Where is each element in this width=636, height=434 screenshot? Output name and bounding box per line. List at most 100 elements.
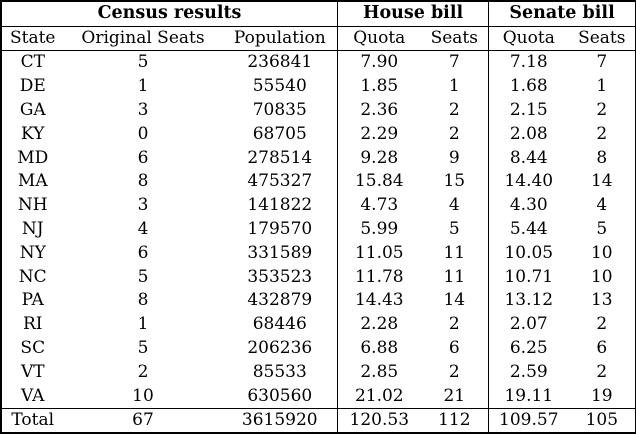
table-row: MD 6 278514 9.28 9 8.44 8 bbox=[1, 146, 636, 170]
senate-seats-cell: 13 bbox=[568, 288, 636, 313]
house-quota-cell: 21.02 bbox=[354, 385, 404, 406]
house-quota-cell: 1.85 bbox=[360, 76, 399, 97]
house-seats-cell: 7 bbox=[420, 50, 490, 75]
total-senate-quota: 109.57 bbox=[488, 407, 569, 433]
senate-seats-cell: 2 bbox=[568, 98, 636, 123]
house-quota-cell: 14.43 bbox=[354, 290, 404, 311]
table-row: VA 10 630560 21.02 21 19.11 19 bbox=[1, 384, 636, 409]
original-seats-cell: 8 bbox=[137, 171, 149, 192]
original-seats-column-header: Original Seats bbox=[63, 26, 223, 51]
house-quota-cell: 2.28 bbox=[360, 314, 399, 335]
senate-seats-cell: 1 bbox=[568, 74, 636, 99]
house-seats-cell: 2 bbox=[420, 122, 490, 147]
state-cell: MA bbox=[1, 169, 64, 194]
house-seats-cell: 4 bbox=[420, 193, 490, 218]
table-header: Census results House bill Senate bill St… bbox=[0, 1, 636, 51]
state-cell: DE bbox=[1, 74, 64, 99]
population-cell: 68705 bbox=[222, 122, 339, 147]
house-quota-cell: 11.05 bbox=[354, 242, 404, 263]
population-column-header: Population bbox=[222, 26, 339, 51]
table-row: NJ 4 179570 5.99 5 5.44 5 bbox=[1, 217, 636, 242]
house-quota-cell: 15.84 bbox=[354, 171, 404, 192]
state-cell: NC bbox=[1, 265, 64, 289]
house-quota-cell: 11.78 bbox=[354, 266, 404, 287]
senate-seats-column-header: Seats bbox=[568, 26, 636, 51]
original-seats-cell: 2 bbox=[137, 361, 149, 382]
house-quota-cell: 7.90 bbox=[360, 52, 399, 73]
senate-quota-cell: 5.44 bbox=[509, 218, 548, 239]
total-house-seats: 112 bbox=[420, 407, 490, 433]
population-cell: 68446 bbox=[222, 312, 339, 337]
senate-quota-cell: 6.25 bbox=[509, 337, 548, 358]
population-cell: 353523 bbox=[222, 265, 339, 289]
population-cell: 331589 bbox=[222, 241, 339, 266]
table-footer: Total 67 3615920 120.53 112 109.57 105 bbox=[1, 407, 636, 433]
senate-quota-cell: 2.59 bbox=[509, 361, 548, 382]
state-cell: NY bbox=[1, 241, 64, 266]
population-cell: 141822 bbox=[222, 193, 339, 218]
house-seats-cell: 2 bbox=[420, 360, 490, 385]
house-seats-cell: 11 bbox=[420, 265, 490, 289]
table-row: GA 3 70835 2.36 2 2.15 2 bbox=[1, 98, 636, 123]
senate-quota-cell: 2.08 bbox=[509, 123, 548, 144]
senate-quota-cell: 7.18 bbox=[509, 52, 548, 73]
house-seats-cell: 1 bbox=[420, 74, 490, 99]
state-cell: MD bbox=[1, 146, 64, 170]
table-row: KY 0 68705 2.29 2 2.08 2 bbox=[1, 122, 636, 147]
original-seats-cell: 6 bbox=[137, 147, 149, 168]
senate-seats-cell: 8 bbox=[568, 146, 636, 170]
state-cell: SC bbox=[1, 336, 64, 361]
population-cell: 85533 bbox=[222, 360, 339, 385]
total-original-seats: 67 bbox=[63, 407, 223, 433]
state-cell: NJ bbox=[1, 217, 64, 242]
original-seats-cell: 5 bbox=[137, 52, 149, 73]
state-cell: KY bbox=[1, 122, 64, 147]
original-seats-cell: 10 bbox=[132, 385, 154, 406]
original-seats-cell: 8 bbox=[137, 290, 149, 311]
table-row: CT 5 236841 7.90 7 7.18 7 bbox=[1, 50, 636, 75]
house-quota-column-header: Quota bbox=[337, 26, 421, 51]
total-house-quota: 120.53 bbox=[337, 407, 421, 433]
state-cell: NH bbox=[1, 193, 64, 218]
original-seats-cell: 1 bbox=[137, 76, 149, 97]
state-cell: CT bbox=[1, 50, 64, 75]
table-row: RI 1 68446 2.28 2 2.07 2 bbox=[1, 312, 636, 337]
table-row: SC 5 206236 6.88 6 6.25 6 bbox=[1, 336, 636, 361]
total-row: Total 67 3615920 120.53 112 109.57 105 bbox=[1, 407, 636, 433]
house-seats-cell: 9 bbox=[420, 146, 490, 170]
total-label: Total bbox=[1, 407, 64, 433]
original-seats-cell: 5 bbox=[137, 337, 149, 358]
population-cell: 206236 bbox=[222, 336, 339, 361]
senate-quota-column-header: Quota bbox=[488, 26, 569, 51]
state-column-header: State bbox=[1, 26, 64, 51]
population-cell: 179570 bbox=[222, 217, 339, 242]
house-seats-cell: 15 bbox=[420, 169, 490, 194]
senate-seats-cell: 2 bbox=[568, 122, 636, 147]
senate-seats-cell: 5 bbox=[568, 217, 636, 242]
senate-seats-cell: 10 bbox=[568, 265, 636, 289]
senate-quota-cell: 2.07 bbox=[509, 314, 548, 335]
house-quota-cell: 5.99 bbox=[360, 218, 399, 239]
table-row: VT 2 85533 2.85 2 2.59 2 bbox=[1, 360, 636, 385]
house-seats-cell: 6 bbox=[420, 336, 490, 361]
table-row: MA 8 475327 15.84 15 14.40 14 bbox=[1, 169, 636, 194]
table-row: NC 5 353523 11.78 11 10.71 10 bbox=[1, 265, 636, 289]
house-seats-cell: 21 bbox=[420, 384, 490, 409]
house-bill-header: House bill bbox=[337, 1, 490, 27]
original-seats-cell: 5 bbox=[137, 266, 149, 287]
senate-quota-cell: 8.44 bbox=[509, 147, 548, 168]
senate-quota-cell: 14.40 bbox=[504, 171, 554, 192]
original-seats-cell: 6 bbox=[137, 242, 149, 263]
senate-quota-cell: 4.30 bbox=[509, 195, 548, 216]
senate-seats-cell: 14 bbox=[568, 169, 636, 194]
house-seats-cell: 2 bbox=[420, 98, 490, 123]
senate-quota-cell: 2.15 bbox=[509, 99, 548, 120]
house-quota-cell: 2.85 bbox=[360, 361, 399, 382]
population-cell: 55540 bbox=[222, 74, 339, 99]
table-body: CT 5 236841 7.90 7 7.18 7 DE 1 55540 1.8… bbox=[1, 50, 636, 409]
population-cell: 432879 bbox=[222, 288, 339, 313]
senate-bill-header: Senate bill bbox=[488, 1, 636, 27]
state-cell: VA bbox=[1, 384, 64, 409]
state-cell: RI bbox=[1, 312, 64, 337]
